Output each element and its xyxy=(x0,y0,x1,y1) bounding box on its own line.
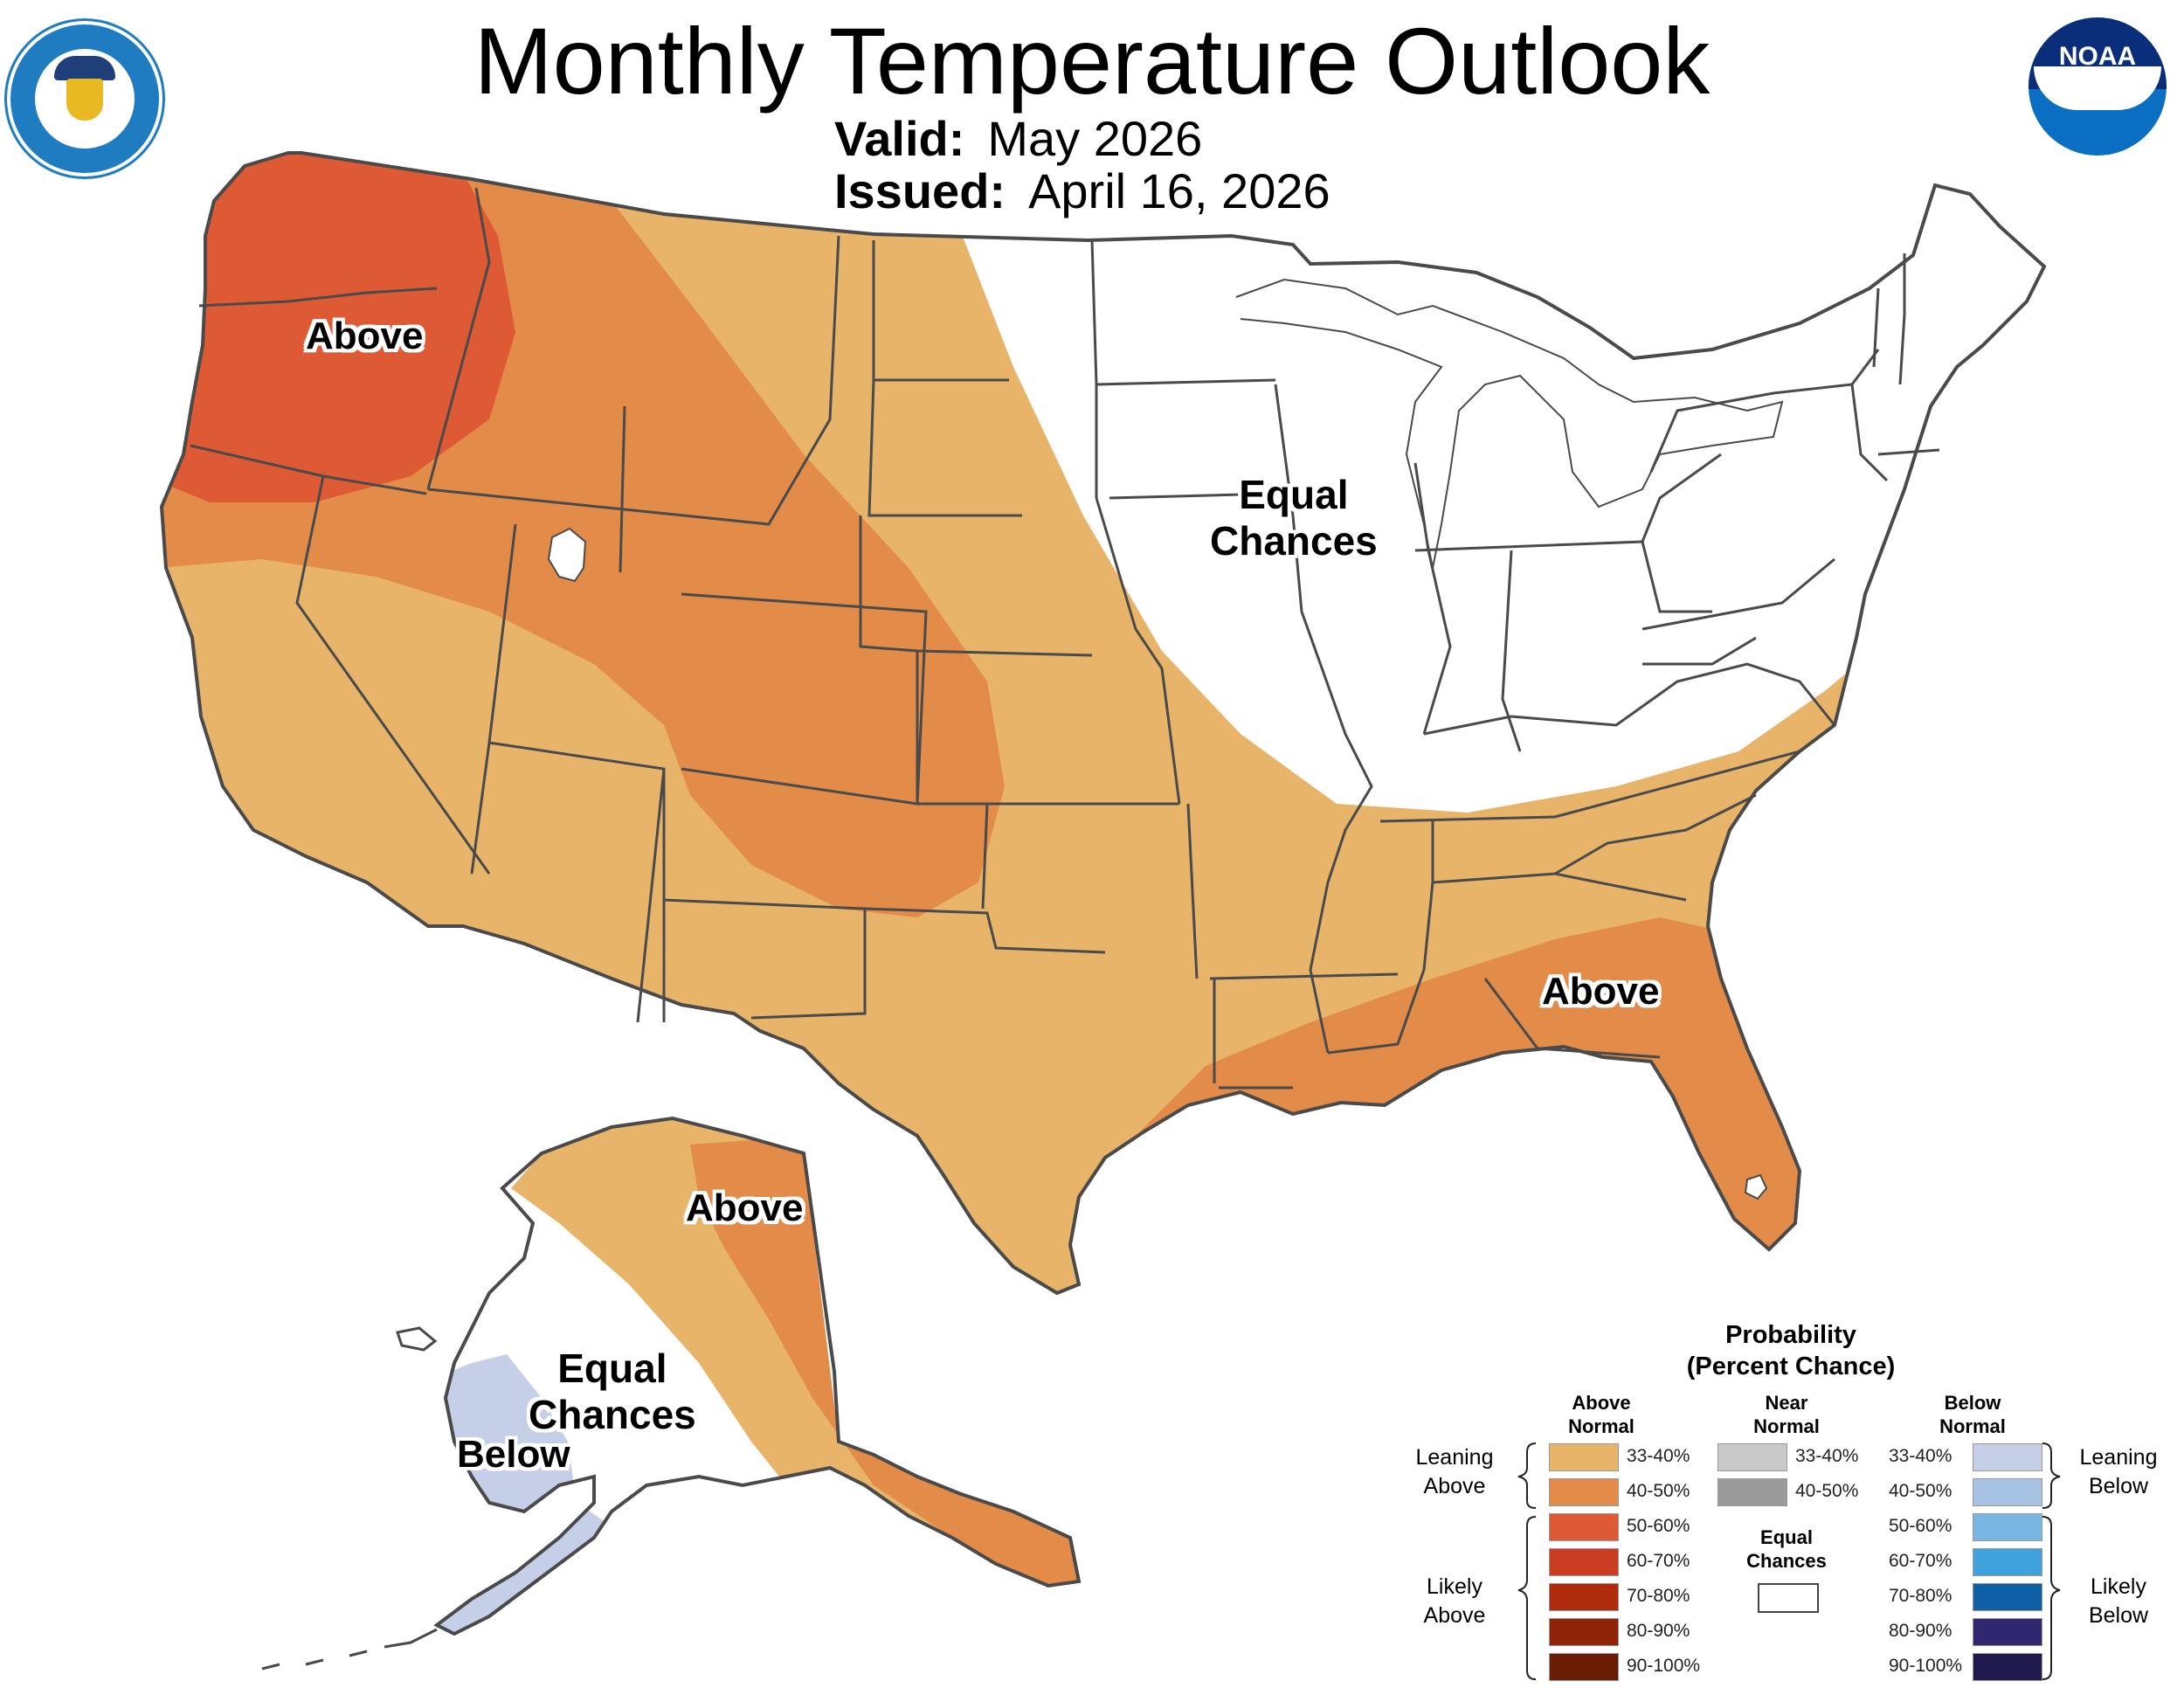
label-equal-chances-main: Equal Chances xyxy=(1210,472,1378,564)
aleutian-islands xyxy=(261,1628,438,1671)
lake-okeechobee xyxy=(1744,1173,1768,1200)
label-equal-chances-alaska: Equal Chances xyxy=(529,1346,696,1437)
alaska-borders xyxy=(261,1116,1082,1671)
noaa-logo-text: NOAA xyxy=(2058,42,2137,71)
issued-label: Issued: xyxy=(834,163,1006,218)
department-of-commerce-seal xyxy=(7,21,162,176)
label-below-alaska: Below xyxy=(457,1433,570,1476)
page-title: Monthly Temperature Outlook xyxy=(473,8,1711,114)
issued-line: Issued: April 16, 2026 xyxy=(834,163,1330,219)
seal-inner xyxy=(35,49,135,149)
issued-value: April 16, 2026 xyxy=(1028,163,1330,218)
alaska-above-40-50 xyxy=(690,1140,1079,1634)
valid-line: Valid: May 2026 xyxy=(834,110,1202,167)
st-lawrence-island xyxy=(396,1326,438,1352)
label-above-alaska: Above xyxy=(686,1186,804,1229)
label-above-southeast: Above xyxy=(1542,970,1660,1013)
conus-outline xyxy=(159,151,2047,1296)
great-salt-lake xyxy=(547,527,587,583)
conus-equal-chances-area xyxy=(917,153,2044,813)
conus-borders xyxy=(159,151,2047,1296)
valid-label: Valid: xyxy=(834,111,965,166)
noaa-bird-icon xyxy=(2034,66,2161,110)
shield-icon xyxy=(66,79,103,121)
great-lakes xyxy=(1235,278,1784,569)
label-above-northwest: Above xyxy=(306,315,424,357)
alaska-outline xyxy=(433,1116,1082,1636)
eagle-icon xyxy=(54,56,115,80)
conus-fills xyxy=(162,153,2044,1293)
valid-value: May 2026 xyxy=(987,111,1203,166)
conus-above-50-60-nw xyxy=(162,153,515,502)
